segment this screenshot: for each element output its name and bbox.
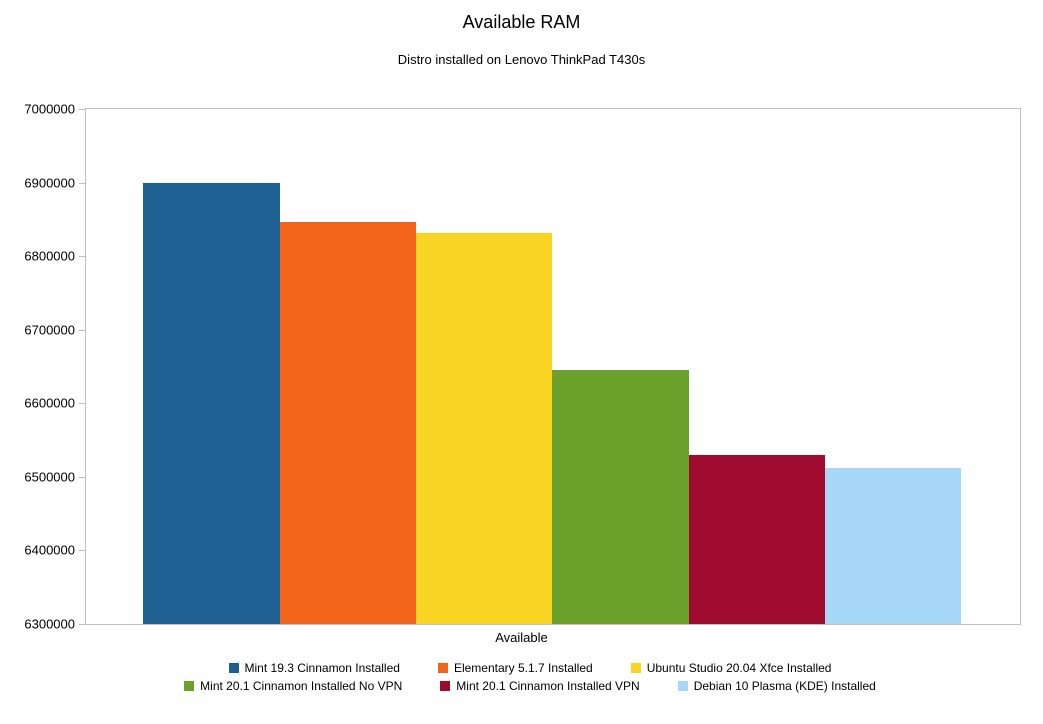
chart-subtitle: Distro installed on Lenovo ThinkPad T430… [0, 52, 1043, 67]
legend-label: Mint 20.1 Cinnamon Installed VPN [456, 679, 639, 693]
legend: Mint 19.3 Cinnamon Installed Elementary 5… [170, 661, 890, 693]
legend-item: Mint 20.1 Cinnamon Installed VPN [440, 679, 639, 693]
legend-label: Elementary 5.1.7 Installed [454, 661, 593, 675]
y-tick [79, 330, 85, 331]
y-tick [79, 109, 85, 110]
y-tick [79, 624, 85, 625]
legend-label: Mint 19.3 Cinnamon Installed [245, 661, 400, 675]
legend-swatch [678, 681, 688, 691]
legend-swatch [440, 681, 450, 691]
legend-swatch [184, 681, 194, 691]
legend-swatch [631, 663, 641, 673]
y-tick [79, 183, 85, 184]
legend-swatch [438, 663, 448, 673]
y-tick-label: 6400000 [24, 543, 75, 558]
legend-label: Debian 10 Plasma (KDE) Installed [694, 679, 876, 693]
bar [416, 233, 552, 624]
y-tick [79, 403, 85, 404]
y-tick-label: 6600000 [24, 396, 75, 411]
chart-title: Available RAM [0, 12, 1043, 33]
bar [825, 468, 961, 624]
y-tick-label: 6700000 [24, 322, 75, 337]
legend-label: Ubuntu Studio 20.04 Xfce Installed [647, 661, 832, 675]
y-tick-label: 6900000 [24, 175, 75, 190]
y-tick-label: 6500000 [24, 469, 75, 484]
y-tick-label: 7000000 [24, 102, 75, 117]
legend-item: Mint 19.3 Cinnamon Installed [229, 661, 400, 675]
legend-row: Mint 20.1 Cinnamon Installed No VPN Mint … [170, 679, 890, 693]
x-axis-label: Available [0, 630, 1043, 645]
y-tick [79, 477, 85, 478]
y-tick [79, 256, 85, 257]
plot-area: 6300000640000065000006600000670000068000… [85, 108, 1021, 625]
y-tick-label: 6800000 [24, 249, 75, 264]
legend-label: Mint 20.1 Cinnamon Installed No VPN [200, 679, 402, 693]
y-axis [85, 109, 86, 624]
bar [689, 455, 825, 624]
bar [143, 183, 279, 624]
legend-item: Debian 10 Plasma (KDE) Installed [678, 679, 876, 693]
bar [552, 370, 688, 624]
legend-swatch [229, 663, 239, 673]
y-tick [79, 550, 85, 551]
legend-item: Mint 20.1 Cinnamon Installed No VPN [184, 679, 402, 693]
legend-item: Elementary 5.1.7 Installed [438, 661, 593, 675]
legend-item: Ubuntu Studio 20.04 Xfce Installed [631, 661, 832, 675]
legend-row: Mint 19.3 Cinnamon Installed Elementary 5… [170, 661, 890, 675]
bar [280, 222, 416, 624]
